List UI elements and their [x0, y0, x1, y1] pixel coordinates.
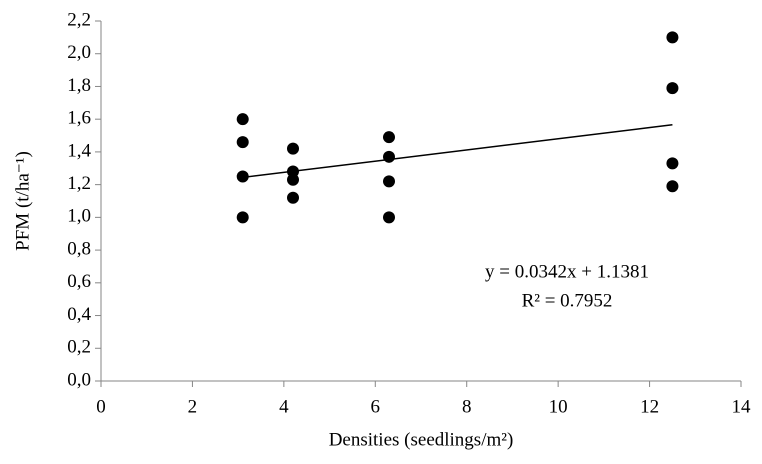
y-tick-label: 1,4	[67, 140, 91, 161]
x-tick-label: 2	[188, 396, 198, 417]
trendline	[242, 124, 673, 179]
y-tick-label: 0,6	[67, 271, 91, 292]
point	[666, 180, 679, 193]
r-squared: R² = 0.7952	[522, 290, 613, 311]
x-tick-label: 10	[549, 396, 568, 417]
point	[666, 82, 679, 95]
point	[287, 142, 299, 155]
x-tick-label: 4	[279, 396, 289, 417]
point	[383, 150, 395, 163]
y-tick-label: 2,0	[67, 42, 91, 63]
point	[383, 131, 395, 144]
point	[287, 191, 299, 204]
y-tick-label: 0,0	[67, 369, 91, 390]
y-tick-label: 1,6	[67, 108, 91, 129]
x-axis-label: Densities (seedlings/m²)	[329, 429, 514, 450]
point	[383, 211, 395, 224]
point	[236, 211, 249, 224]
point	[236, 113, 249, 126]
point	[236, 170, 249, 183]
x-tick-label: 12	[640, 396, 659, 417]
point	[383, 175, 395, 188]
y-tick-label: 0,4	[67, 304, 91, 325]
x-tick-label: 14	[732, 396, 752, 417]
point	[236, 136, 249, 149]
y-tick-label: 0,2	[67, 337, 91, 358]
y-tick-label: 2,2	[67, 9, 91, 30]
x-tick-label: 8	[462, 396, 472, 417]
y-tick-label: 1,8	[67, 75, 91, 96]
y-tick-label: 1,0	[67, 206, 91, 227]
point	[666, 157, 679, 170]
y-tick-label: 1,2	[67, 173, 91, 194]
x-tick-label: 6	[371, 396, 381, 417]
equation: y = 0.0342x + 1.1381	[485, 261, 649, 282]
y-tick-label: 0,8	[67, 238, 91, 259]
x-tick-label: 0	[96, 396, 106, 417]
point	[666, 31, 679, 44]
y-axis-label: PFM (t/ha⁻¹)	[12, 151, 33, 251]
point	[287, 173, 299, 186]
